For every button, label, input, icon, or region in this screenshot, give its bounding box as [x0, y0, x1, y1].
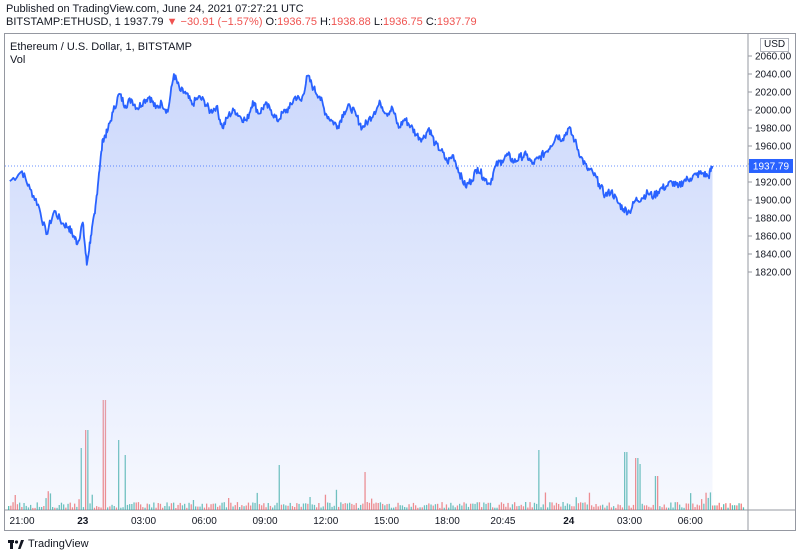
x-tick-label: 06:00 — [192, 516, 217, 527]
y-tick-label: 2040.00 — [755, 70, 792, 81]
volume-bar — [716, 505, 718, 510]
x-tick-label: 09:00 — [252, 516, 277, 527]
volume-bar — [740, 503, 742, 510]
open-label: O: — [265, 16, 278, 28]
y-tick-label: 2060.00 — [755, 52, 792, 63]
tradingview-brand: TradingView — [28, 538, 89, 550]
plot-area — [8, 73, 745, 510]
volume-bar — [714, 505, 716, 510]
volume-bar — [725, 503, 727, 510]
high-label: H: — [320, 16, 331, 28]
y-tick-label: 1920.00 — [755, 178, 792, 189]
volume-bar — [736, 505, 738, 510]
published-caption: Published on TradingView.com, June 24, 2… — [6, 3, 304, 15]
x-tick-label: 03:00 — [131, 516, 156, 527]
chart-legend-title: Ethereum / U.S. Dollar, 1, BITSTAMP — [10, 41, 192, 53]
low-value: 1936.75 — [383, 16, 423, 28]
open-value: 1936.75 — [277, 16, 317, 28]
low-label: L: — [373, 16, 384, 28]
ohlc-bar: BITSTAMP:ETHUSD, 1 1937.79 ▼ −30.91 (−1.… — [6, 16, 477, 28]
volume-bar — [734, 505, 736, 510]
price-series-line[interactable] — [9, 73, 714, 266]
x-tick-label: 21:00 — [9, 516, 34, 527]
x-tick-label: 18:00 — [435, 516, 460, 527]
x-tick-label: 06:00 — [678, 516, 703, 527]
price-area-fill — [9, 74, 713, 510]
x-tick-label: 20:45 — [490, 516, 515, 527]
price-change: ▼ −30.91 (−1.57%) — [166, 16, 263, 28]
close-value: 1937.79 — [436, 16, 477, 28]
y-tick-label: 1880.00 — [755, 214, 792, 225]
close-label: C: — [425, 16, 437, 28]
current-price-badge-label: 1937.79 — [753, 161, 790, 172]
y-tick-label: 1820.00 — [755, 268, 792, 279]
y-tick-label: 2000.00 — [755, 106, 792, 117]
volume-bar — [742, 507, 745, 510]
volume-bar — [8, 506, 10, 510]
x-tick-label: 23 — [77, 516, 89, 527]
x-tick-label: 24 — [563, 516, 575, 527]
volume-bar — [712, 505, 714, 510]
x-tick-label: 15:00 — [374, 516, 399, 527]
volume-bar — [738, 503, 740, 510]
volume-bar — [731, 505, 734, 510]
volume-bar — [720, 507, 723, 510]
y-tick-label: 1980.00 — [755, 124, 792, 135]
current-price-badge — [749, 158, 793, 173]
y-tick-label: 1960.00 — [755, 142, 792, 153]
tradingview-logo-icon — [8, 538, 24, 550]
volume-bar — [718, 502, 720, 510]
last-price: 1937.79 — [123, 16, 164, 28]
y-tick-label: 2020.00 — [755, 88, 792, 99]
y-tick-label: 1860.00 — [755, 232, 792, 243]
y-tick-label: 1840.00 — [755, 250, 792, 261]
currency-badge[interactable]: USD — [760, 38, 790, 52]
x-tick-label: 03:00 — [617, 516, 642, 527]
volume-bar — [723, 504, 725, 510]
footer-brand: TradingView — [8, 538, 89, 550]
symbol-label: BITSTAMP:ETHUSD, 1 — [6, 16, 121, 28]
y-tick-label: 1900.00 — [755, 196, 792, 207]
volume-legend: Vol — [10, 54, 26, 66]
volume-bar — [729, 503, 731, 510]
high-value: 1938.88 — [331, 16, 371, 28]
volume-bar — [727, 507, 729, 510]
x-tick-label: 12:00 — [313, 516, 338, 527]
